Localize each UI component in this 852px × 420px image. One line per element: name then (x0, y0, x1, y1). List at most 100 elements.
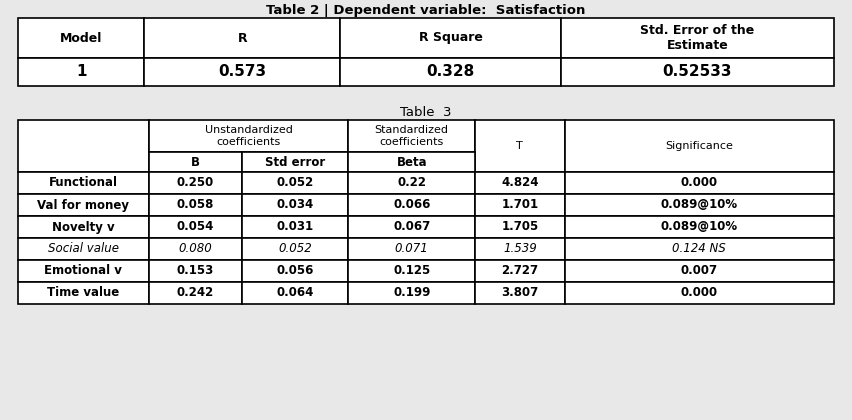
Bar (561, 18, 834, 58)
Text: 0.199: 0.199 (393, 286, 430, 299)
Text: 4.824: 4.824 (501, 176, 538, 189)
Bar (565, 238, 834, 260)
Text: 1.705: 1.705 (501, 220, 538, 234)
Bar (148, 260, 243, 282)
Text: T: T (516, 141, 523, 151)
Text: 0.031: 0.031 (277, 220, 314, 234)
Bar (148, 194, 243, 216)
Text: 0.250: 0.250 (177, 176, 214, 189)
Bar (475, 238, 565, 260)
Bar (561, 58, 834, 86)
Bar (565, 194, 834, 216)
Text: R Square: R Square (418, 32, 482, 45)
Bar (565, 260, 834, 282)
Text: 0.242: 0.242 (177, 286, 214, 299)
Bar (348, 152, 475, 172)
Bar (340, 18, 561, 58)
Text: 0.064: 0.064 (277, 286, 314, 299)
Bar (148, 238, 243, 260)
Text: Table  3: Table 3 (400, 106, 452, 119)
Bar (348, 260, 475, 282)
Bar (348, 172, 475, 194)
Bar (243, 152, 348, 172)
Bar (18, 216, 148, 238)
Bar (18, 172, 148, 194)
Text: 0.080: 0.080 (179, 242, 212, 255)
Bar (348, 282, 475, 304)
Bar (243, 216, 348, 238)
Text: Table 2 | Dependent variable:  Satisfaction: Table 2 | Dependent variable: Satisfacti… (267, 4, 585, 17)
Bar (565, 120, 834, 172)
Text: 0.52533: 0.52533 (663, 65, 732, 79)
Text: 0.125: 0.125 (393, 265, 430, 278)
Text: Significance: Significance (665, 141, 734, 151)
Bar (243, 260, 348, 282)
Bar (348, 216, 475, 238)
Text: 0.124 NS: 0.124 NS (672, 242, 726, 255)
Bar (475, 172, 565, 194)
Text: 0.071: 0.071 (394, 242, 429, 255)
Text: 0.066: 0.066 (393, 199, 430, 212)
Text: Standardized
coefficients: Standardized coefficients (375, 125, 449, 147)
Text: 0.089@10%: 0.089@10% (661, 199, 738, 212)
Bar (18, 282, 148, 304)
Bar (148, 120, 348, 152)
Bar (243, 172, 348, 194)
Bar (148, 216, 243, 238)
Text: Model: Model (60, 32, 102, 45)
Bar (18, 58, 145, 86)
Bar (243, 282, 348, 304)
Bar (18, 18, 145, 58)
Text: 0.052: 0.052 (277, 176, 314, 189)
Text: 0.052: 0.052 (279, 242, 313, 255)
Bar (565, 216, 834, 238)
Text: B: B (191, 155, 200, 168)
Text: 1: 1 (76, 65, 87, 79)
Bar (565, 282, 834, 304)
Text: Beta: Beta (396, 155, 427, 168)
Bar (475, 120, 565, 172)
Text: 0.089@10%: 0.089@10% (661, 220, 738, 234)
Bar (18, 260, 148, 282)
Text: Functional: Functional (49, 176, 118, 189)
Text: 0.056: 0.056 (277, 265, 314, 278)
Text: 0.328: 0.328 (426, 65, 475, 79)
Bar (18, 120, 148, 172)
Text: 0.067: 0.067 (393, 220, 430, 234)
Text: 0.000: 0.000 (681, 176, 718, 189)
Bar (475, 282, 565, 304)
Bar (148, 152, 243, 172)
Bar (145, 58, 340, 86)
Text: Val for money: Val for money (37, 199, 130, 212)
Bar (243, 238, 348, 260)
Bar (475, 216, 565, 238)
Bar (475, 260, 565, 282)
Bar (18, 238, 148, 260)
Text: R: R (238, 32, 247, 45)
Text: 0.007: 0.007 (681, 265, 718, 278)
Bar (340, 58, 561, 86)
Bar (243, 194, 348, 216)
Bar (18, 194, 148, 216)
Text: Unstandardized
coefficients: Unstandardized coefficients (204, 125, 292, 147)
Text: 0.058: 0.058 (177, 199, 214, 212)
Text: Std. Error of the
Estimate: Std. Error of the Estimate (640, 24, 754, 52)
Bar (348, 238, 475, 260)
Text: 0.034: 0.034 (277, 199, 314, 212)
Bar (565, 172, 834, 194)
Text: 0.054: 0.054 (177, 220, 214, 234)
Text: 0.153: 0.153 (177, 265, 214, 278)
Text: Social value: Social value (48, 242, 118, 255)
Text: 1.539: 1.539 (503, 242, 537, 255)
Bar (148, 172, 243, 194)
Bar (475, 194, 565, 216)
Text: 2.727: 2.727 (501, 265, 538, 278)
Bar (148, 282, 243, 304)
Text: Emotional v: Emotional v (44, 265, 122, 278)
Text: Time value: Time value (47, 286, 119, 299)
Text: Novelty v: Novelty v (52, 220, 114, 234)
Bar (348, 120, 475, 152)
Text: Std error: Std error (265, 155, 325, 168)
Text: 1.701: 1.701 (501, 199, 538, 212)
Bar (348, 194, 475, 216)
